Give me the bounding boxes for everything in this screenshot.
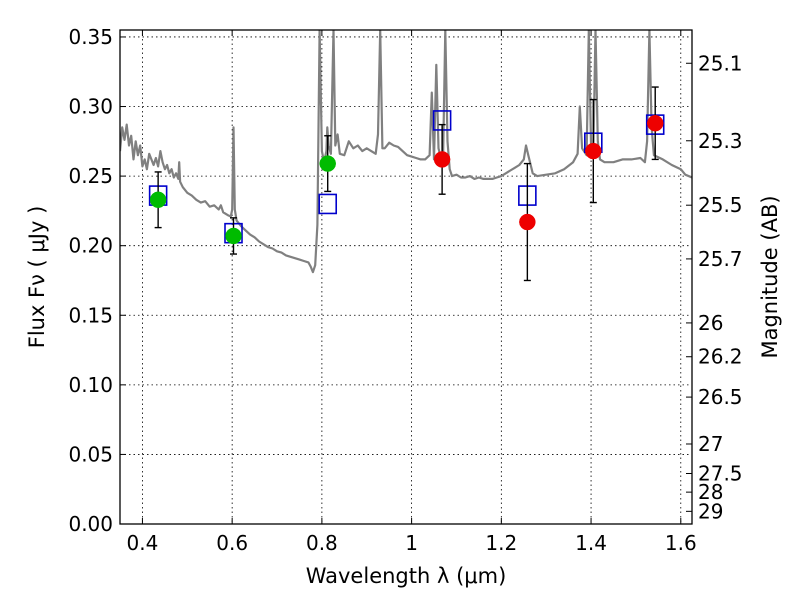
template-spectrum-line [120,30,692,274]
y-tick-label: 0.05 [68,442,113,466]
mag-tick-label: 27 [698,432,723,456]
observed-flux-point [433,151,451,168]
grid [120,30,692,525]
observed-flux-point [646,114,664,132]
x-tick-label: 1.2 [485,531,517,555]
mag-tick-label: 25.7 [698,247,743,271]
plot-area [120,30,692,282]
axes: 0.4 0.6 0.8 1 1.2 1.4 1.6 0.00 0.05 0.10 0.15 0.20 0… [68,25,742,555]
x-tick-label: 1.6 [665,531,697,555]
observed-flux-point [319,155,336,172]
observed-flux-point [585,142,602,160]
mag-tick-label: 25.1 [698,51,743,75]
x-tick-label: 1 [405,531,418,555]
plot-frame [119,29,693,525]
x-tick-label: 1.4 [575,531,607,555]
observed-flux-point [225,227,242,245]
x-tick-label: 0.4 [127,531,159,555]
mag-tick-label: 26 [698,311,723,335]
y-tick-label: 0.10 [68,373,113,397]
y-tick-label: 0.35 [68,25,113,49]
y-tick-label: 0.25 [68,164,113,188]
observed-flux-point [149,191,167,209]
model-flux-box [318,193,338,215]
mag-tick-label: 29 [698,499,723,523]
mag-tick-label: 25.3 [698,129,743,153]
y-tick-label: 0.00 [68,512,113,536]
mag-tick-label: 26.5 [698,385,743,409]
x-tick-label: 0.8 [306,531,338,555]
mag-tick-label: 26.2 [698,345,743,369]
y-tick-label: 0.30 [68,95,113,119]
mag-tick-label: 27.5 [698,461,743,485]
x-tick-label: 0.6 [216,531,248,555]
x-axis-label: Wavelength λ (μm) [306,564,507,588]
observed-flux-point [519,213,536,231]
y-tick-label: 0.15 [68,303,113,327]
y2-axis-label: Magnitude (AB) [758,195,782,358]
mag-tick-label: 25.5 [698,193,743,217]
y-tick-label: 0.20 [68,234,113,258]
mag-tick-label: 28 [698,480,723,504]
y-axis-label: Flux Fν ( μJy ) [25,206,49,349]
